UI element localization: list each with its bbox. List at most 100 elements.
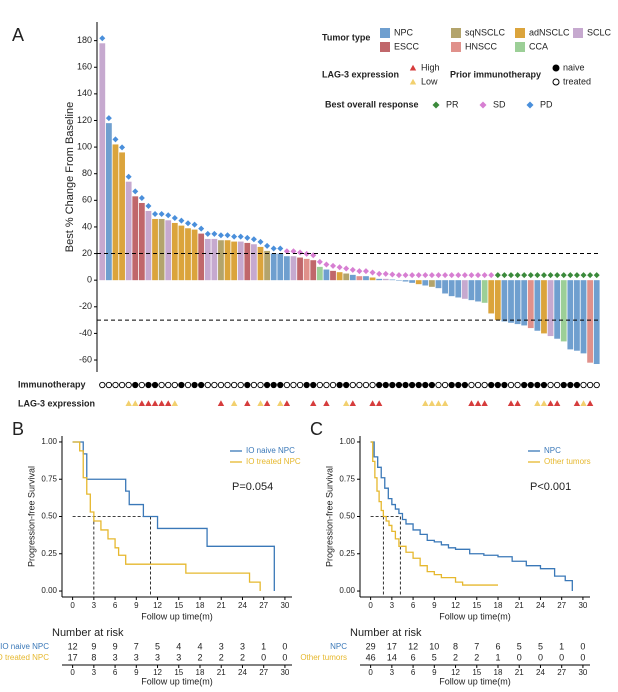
response-marker [461,272,468,279]
bar [112,144,119,281]
risk-x-axis-label: Follow up time(m) [439,676,511,686]
response-marker [211,230,218,237]
response-marker [389,271,396,278]
x-tick-label: 9 [134,601,139,610]
response-marker [330,262,337,269]
legend-label: NPC [394,27,414,37]
lag3-marker [534,400,541,407]
bar [231,241,238,281]
immunotherapy-marker [125,381,132,389]
lag3-marker [283,400,291,407]
response-marker [560,272,567,279]
bar [138,202,145,281]
immunotherapy-marker [468,381,475,389]
legend-swatch [380,42,390,52]
bar [158,218,165,281]
risk-x-tick-label: 27 [259,668,268,677]
risk-x-tick-label: 0 [368,668,373,677]
bar [330,270,336,281]
immunotherapy-marker [316,381,323,389]
legend-label: Low [421,76,438,86]
immunotherapy-marker [369,381,376,389]
bar [303,258,310,281]
bar [251,244,257,281]
x-tick-label: 15 [472,601,481,610]
y-tick-label: 0 [87,275,92,285]
risk-count: 46 [366,652,376,662]
risk-x-tick-label: 15 [472,668,481,677]
risk-count: 4 [197,641,202,651]
lag3-marker [547,400,554,407]
immunotherapy-marker [422,381,429,389]
x-tick-label: 24 [536,601,545,610]
immunotherapy-marker [488,381,495,389]
survival-curve [72,441,261,592]
response-marker [217,232,224,239]
bar [527,280,534,329]
risk-count: 5 [517,641,522,651]
immunotherapy-marker [224,381,231,389]
risk-x-tick-label: 27 [557,668,566,677]
risk-count: 3 [134,652,139,662]
risk-x-tick-label: 3 [390,668,395,677]
legend-symbol [409,64,417,71]
immunotherapy-marker [112,381,119,389]
risk-count: 2 [474,652,479,662]
lag3-marker [125,400,132,407]
risk-x-tick-label: 6 [113,668,118,677]
lag3-marker [514,400,521,407]
lag3-marker [277,400,284,407]
response-marker [349,266,356,273]
risk-count: 9 [113,641,118,651]
response-marker [244,234,251,241]
bar [185,228,191,281]
immunotherapy-marker [395,381,403,389]
bar [501,280,508,322]
immunotherapy-marker [521,381,528,389]
immunotherapy-marker [105,381,113,389]
response-marker [402,272,409,279]
response-marker [270,245,277,252]
lag3-marker [158,400,165,407]
y-tick-label: 120 [77,115,92,125]
immunotherapy-marker [191,381,198,389]
y-tick-label: 80 [82,168,92,178]
bar [198,233,205,281]
risk-count: 17 [68,652,78,662]
response-marker [514,272,521,279]
lag3-marker [540,400,548,407]
bar [211,238,218,281]
lag3-marker [230,400,238,407]
lag3-marker [171,400,179,407]
response-marker [395,272,402,279]
panel-label: A [12,25,24,45]
risk-x-tick-label: 12 [451,668,460,677]
response-marker [231,233,238,240]
x-tick-label: 3 [390,601,395,610]
risk-count: 9 [91,641,96,651]
immunotherapy-marker [501,381,508,389]
bar [349,274,356,281]
risk-count: 2 [453,652,458,662]
immunotherapy-marker [507,381,515,389]
immunotherapy-marker [263,381,271,389]
risk-count: 3 [219,641,224,651]
lag3-marker [474,400,482,407]
risk-count: 3 [176,652,181,662]
risk-count: 1 [495,652,500,662]
bar [290,256,297,281]
risk-count: 8 [91,652,96,662]
legend-swatch [451,42,461,52]
risk-count: 0 [282,652,287,662]
response-marker [376,270,383,277]
risk-count: 0 [517,652,522,662]
lag3-marker [586,400,594,407]
immunotherapy-marker [99,381,106,389]
response-marker [204,230,211,237]
lag3-marker [580,400,587,407]
bar [580,280,587,354]
response-marker [99,35,106,42]
response-marker [184,220,191,227]
immunotherapy-marker [290,381,297,389]
risk-x-tick-label: 21 [515,668,524,677]
